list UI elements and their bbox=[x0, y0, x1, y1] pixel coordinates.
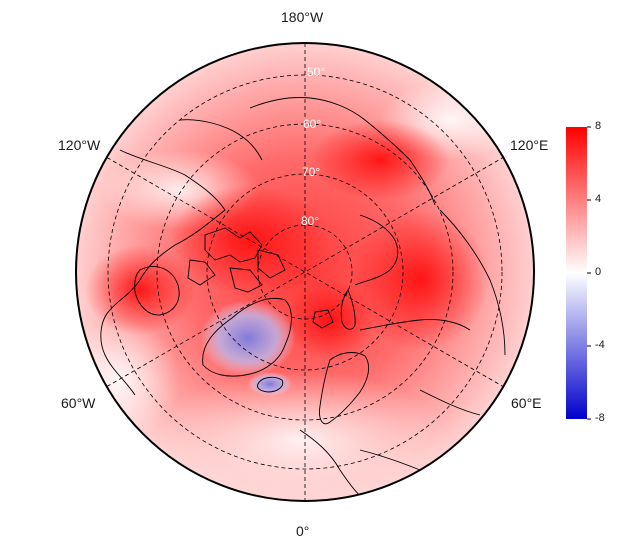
lon-label-60w: 60°W bbox=[61, 395, 96, 411]
lat-circle-60 bbox=[156, 123, 454, 421]
lon-label-0: 0° bbox=[296, 523, 310, 539]
colorbar-tick-label: 0 bbox=[595, 266, 602, 278]
anomaly-field bbox=[76, 43, 534, 501]
colorbar-tick-label: 4 bbox=[595, 193, 602, 205]
colorbar-tick-label: -4 bbox=[595, 339, 605, 351]
lon-label-120w: 120°W bbox=[58, 137, 101, 153]
lon-label-120e: 120°E bbox=[510, 137, 549, 153]
colorbar-gradient bbox=[566, 127, 587, 419]
coastlines bbox=[100, 97, 506, 501]
map-boundary bbox=[75, 42, 535, 502]
lat-label-80: 80° bbox=[301, 214, 319, 228]
lat-label-70: 70° bbox=[302, 165, 320, 179]
graticule bbox=[106, 43, 504, 501]
meridian-120w-60e bbox=[106, 157, 504, 387]
colorbar bbox=[566, 126, 591, 420]
lat-label-60: 60° bbox=[303, 117, 321, 131]
lon-label-180w: 180°W bbox=[281, 9, 324, 25]
meridian-60w-120e bbox=[106, 157, 504, 387]
colorbar-tick-label: -8 bbox=[595, 412, 605, 424]
lat-label-50: 50° bbox=[307, 65, 325, 79]
lat-circle-70 bbox=[206, 173, 404, 371]
colorbar-tick-label: 8 bbox=[595, 120, 602, 132]
lon-label-60e: 60°E bbox=[511, 395, 542, 411]
